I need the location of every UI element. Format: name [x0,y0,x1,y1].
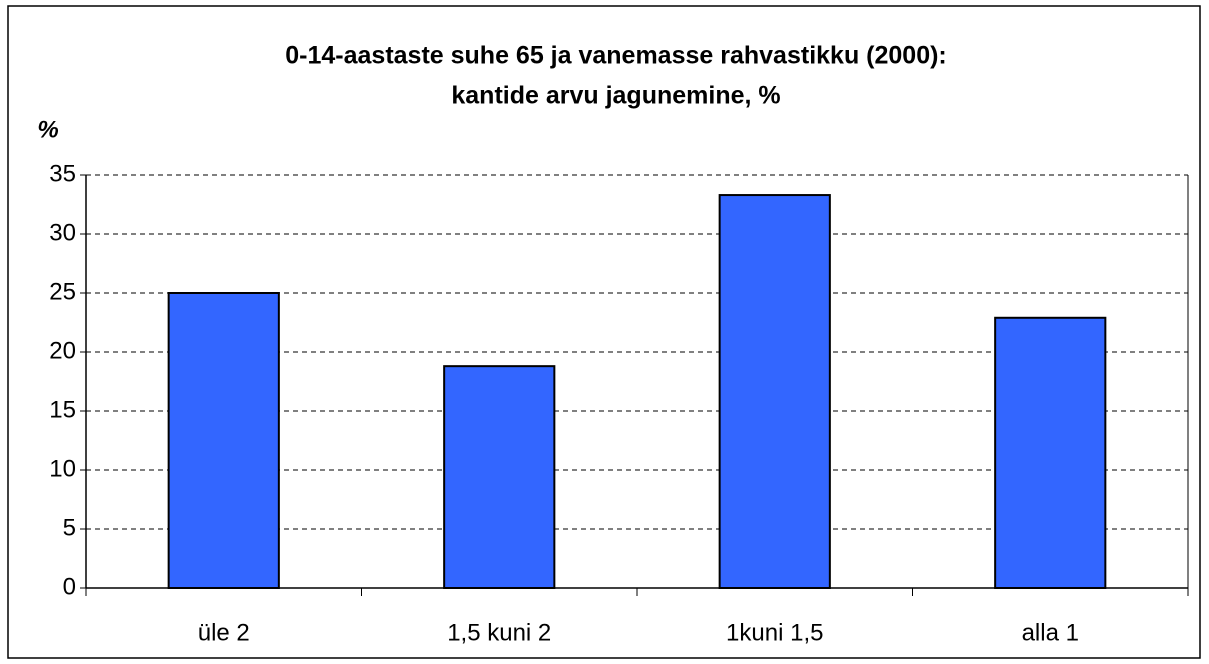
x-tick-label: alla 1 [1022,619,1079,646]
bar [718,194,831,589]
chart-title: 0-14-aastaste suhe 65 ja vanemasse rahva… [285,42,947,70]
x-tick-label: 1kuni 1,5 [726,619,823,646]
bar [443,365,556,589]
bar [994,316,1107,589]
x-tick-label: 1,5 kuni 2 [447,619,551,646]
bar [167,292,280,589]
y-tick-label: 20 [49,337,76,364]
y-tick-label: 10 [49,455,76,482]
y-axis-label: % [37,116,58,143]
y-tick-label: 25 [49,278,76,305]
x-tick-label: üle 2 [198,619,250,646]
chart-title: kantide arvu jagunemine, % [451,82,780,110]
y-tick-label: 15 [49,396,76,423]
y-tick-label: 35 [49,160,76,187]
y-tick-label: 30 [49,219,76,246]
y-tick-label: 5 [63,514,76,541]
y-tick-label: 0 [63,573,76,600]
